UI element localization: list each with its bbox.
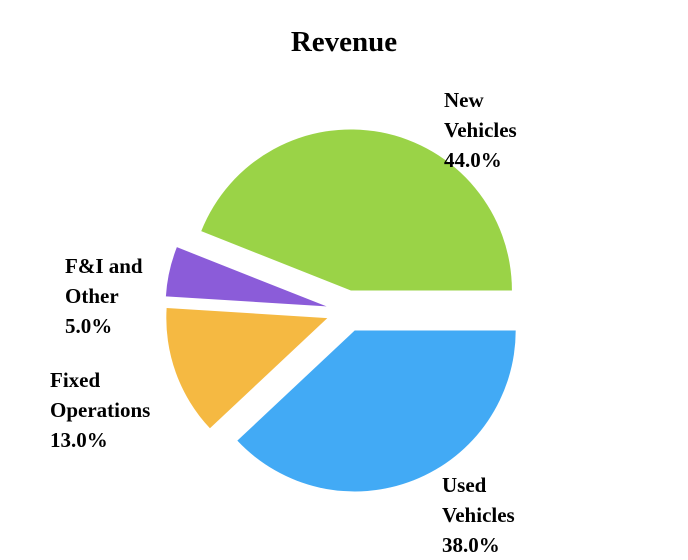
pie-slice-new-vehicles	[201, 129, 512, 291]
pie-slice-f-i-and-other	[165, 247, 327, 307]
slice-label-fi-and-other: F&I and Other 5.0%	[65, 254, 143, 338]
slice-label-used-vehicles: Used Vehicles 38.0%	[442, 473, 515, 557]
pie-slice-fixed-operations	[166, 307, 328, 429]
slice-label-fixed-operations: Fixed Operations 13.0%	[50, 368, 151, 452]
pie-slice-used-vehicles	[237, 330, 516, 492]
chart-title: Revenue	[290, 26, 398, 58]
slice-label-new-vehicles: New Vehicles 44.0%	[444, 88, 517, 172]
